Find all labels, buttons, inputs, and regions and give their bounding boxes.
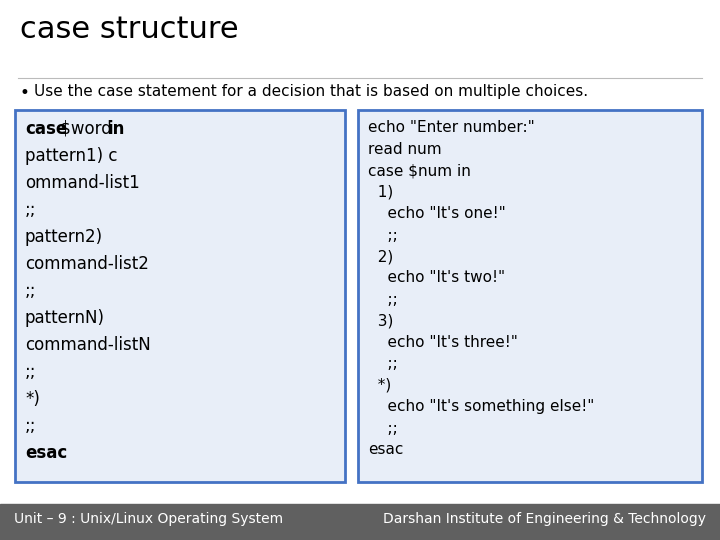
Text: *): *) (368, 378, 391, 393)
Text: pattern1) c: pattern1) c (25, 147, 117, 165)
Text: in: in (107, 120, 125, 138)
Text: patternN): patternN) (25, 309, 105, 327)
Text: esac: esac (368, 442, 403, 457)
Text: 2): 2) (368, 249, 393, 264)
Text: Use the case statement for a decision that is based on multiple choices.: Use the case statement for a decision th… (34, 84, 588, 99)
Text: echo "It's one!": echo "It's one!" (368, 206, 505, 221)
Text: *): *) (25, 390, 40, 408)
Text: ;;: ;; (25, 417, 37, 435)
Text: 1): 1) (368, 185, 393, 199)
Text: ;;: ;; (368, 421, 397, 436)
Text: 3): 3) (368, 314, 393, 328)
Text: ;;: ;; (25, 363, 37, 381)
Text: pattern2): pattern2) (25, 228, 103, 246)
FancyBboxPatch shape (358, 110, 702, 482)
Text: ;;: ;; (368, 356, 397, 372)
Text: echo "It's three!": echo "It's three!" (368, 335, 518, 350)
Text: ommand-list1: ommand-list1 (25, 174, 140, 192)
Text: ;;: ;; (25, 201, 37, 219)
Text: ;;: ;; (368, 227, 397, 242)
Text: case structure: case structure (20, 15, 238, 44)
FancyBboxPatch shape (15, 110, 345, 482)
Text: command-list2: command-list2 (25, 255, 149, 273)
Text: command-listN: command-listN (25, 336, 150, 354)
Text: ;;: ;; (368, 292, 397, 307)
Text: case $num in: case $num in (368, 163, 471, 178)
Text: •: • (20, 84, 30, 102)
Text: Darshan Institute of Engineering & Technology: Darshan Institute of Engineering & Techn… (383, 512, 706, 526)
Text: echo "It's something else!": echo "It's something else!" (368, 400, 595, 415)
Text: esac: esac (25, 444, 67, 462)
Text: case: case (25, 120, 67, 138)
Text: $word: $word (55, 120, 117, 138)
Text: echo "Enter number:": echo "Enter number:" (368, 120, 535, 135)
Text: echo "It's two!": echo "It's two!" (368, 271, 505, 286)
Text: ;;: ;; (25, 282, 37, 300)
Bar (0, 504, 720, 540)
Text: Unit – 9 : Unix/Linux Operating System: Unit – 9 : Unix/Linux Operating System (14, 512, 283, 526)
Text: read num: read num (368, 141, 441, 157)
